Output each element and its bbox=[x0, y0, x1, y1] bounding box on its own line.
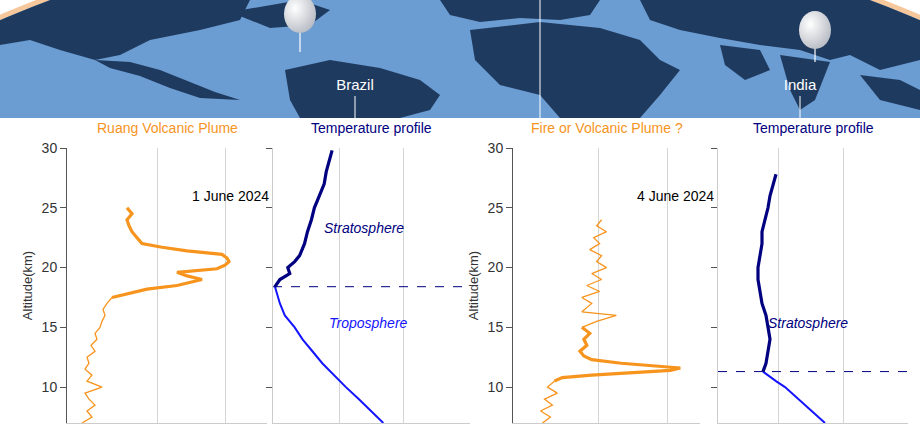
svg-text:1 June 2024: 1 June 2024 bbox=[192, 188, 269, 204]
svg-text:25: 25 bbox=[42, 200, 58, 216]
svg-text:20: 20 bbox=[42, 259, 58, 275]
svg-text:30: 30 bbox=[42, 140, 58, 156]
svg-text:4 June 2024: 4 June 2024 bbox=[637, 188, 714, 204]
svg-text:India: India bbox=[784, 76, 817, 93]
svg-text:Altitude(km): Altitude(km) bbox=[466, 251, 481, 320]
svg-text:30: 30 bbox=[488, 140, 504, 156]
svg-text:Temperature profile: Temperature profile bbox=[311, 120, 432, 136]
svg-text:15: 15 bbox=[488, 319, 504, 335]
svg-text:Temperature profile: Temperature profile bbox=[753, 120, 874, 136]
svg-text:10: 10 bbox=[42, 379, 58, 395]
svg-text:Stratosphere: Stratosphere bbox=[324, 220, 404, 236]
svg-text:Brazil: Brazil bbox=[336, 76, 374, 93]
svg-text:Altitude(km): Altitude(km) bbox=[20, 251, 35, 320]
svg-text:Fire or Volcanic Plume ?: Fire or Volcanic Plume ? bbox=[531, 120, 683, 136]
svg-text:15: 15 bbox=[42, 319, 58, 335]
svg-text:10: 10 bbox=[488, 379, 504, 395]
svg-text:25: 25 bbox=[488, 200, 504, 216]
svg-text:Ruang Volcanic Plume: Ruang Volcanic Plume bbox=[97, 120, 238, 136]
svg-text:Troposphere: Troposphere bbox=[329, 315, 408, 331]
svg-text:Stratosphere: Stratosphere bbox=[768, 315, 848, 331]
svg-text:20: 20 bbox=[488, 259, 504, 275]
